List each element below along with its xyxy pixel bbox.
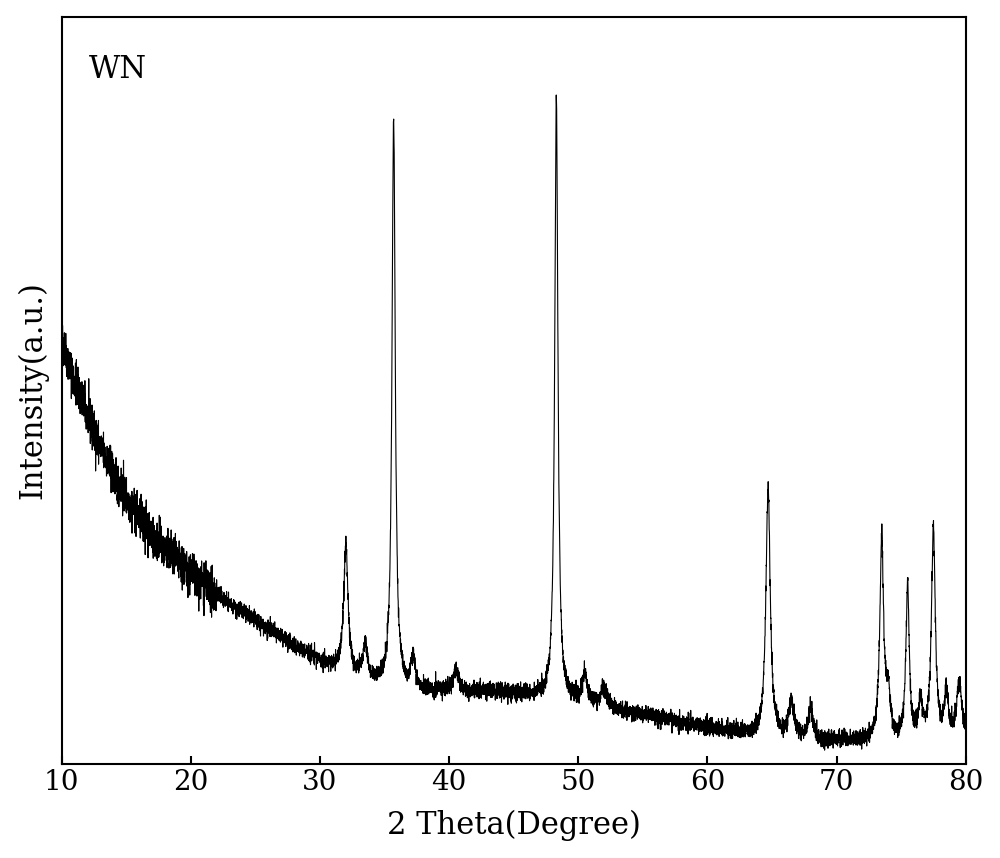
Y-axis label: Intensity(a.u.): Intensity(a.u.) [17, 281, 48, 499]
Text: WN: WN [89, 54, 147, 85]
X-axis label: 2 Theta(Degree): 2 Theta(Degree) [387, 810, 641, 842]
